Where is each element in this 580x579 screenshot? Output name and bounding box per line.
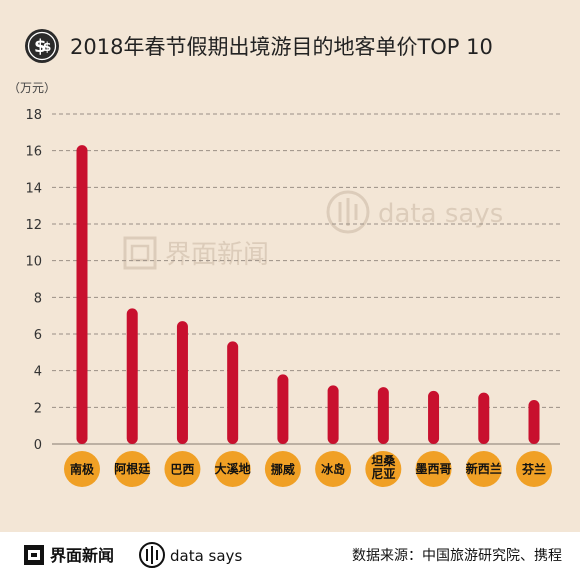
grid-lines [52, 113, 560, 445]
footer-brand-text: 界面新闻 [50, 546, 114, 565]
y-tick-label: 18 [25, 108, 42, 123]
footer: 界面新闻 data says 数据来源：中国旅游研究院、携程 [24, 542, 562, 568]
category-label-badge [365, 451, 402, 487]
category-label: 巴西 [170, 463, 194, 477]
svg-text:$: $ [34, 36, 47, 57]
watermark-brand-logo-icon [123, 236, 157, 270]
y-tick-label: 14 [25, 181, 42, 196]
y-axis-unit-label: （万元） [8, 81, 56, 95]
watermark: 界面新闻 data says [123, 190, 503, 270]
y-tick-label: 10 [25, 255, 42, 270]
svg-text:$: $ [43, 40, 51, 54]
category-labels: 南极 阿根廷 巴西 大溪地 挪威 冰岛 坦桑尼亚 墨西哥 新西兰 芬兰 [64, 451, 552, 487]
bar [528, 400, 540, 444]
category-label-badge [214, 451, 251, 487]
bar [126, 308, 138, 444]
y-tick-label: 16 [25, 145, 42, 160]
category-label: 大溪地 [215, 461, 251, 476]
jiemian-logo-icon [24, 545, 44, 565]
category-label-badge [465, 451, 502, 487]
title-group: $ $ 2018年春节假期出境游目的地客单价TOP 10 [25, 29, 493, 63]
bar [227, 341, 239, 444]
watermark-datasays-logo-icon [326, 190, 370, 234]
category-label: 南极 [70, 462, 95, 477]
category-label: 芬兰 [521, 462, 546, 477]
category-label: 墨西哥 [416, 462, 452, 476]
category-label: 新西兰 [466, 461, 502, 476]
y-tick-label: 12 [25, 218, 42, 233]
y-tick-label: 0 [34, 438, 42, 453]
bars [76, 145, 540, 444]
category-label-badge [164, 451, 201, 487]
bar [327, 385, 339, 444]
bar [377, 387, 389, 444]
footer-background [0, 532, 580, 579]
y-tick-label: 4 [34, 365, 42, 380]
bar [428, 390, 440, 444]
bar [277, 374, 289, 444]
category-label: 冰岛 [321, 462, 345, 477]
category-label-badge [264, 451, 301, 487]
category-label-badge [415, 451, 452, 487]
y-axis-ticks: 0 2 4 6 8 10 12 14 16 18 [25, 108, 42, 453]
category-label: 阿根廷 [114, 461, 151, 476]
bar [176, 321, 188, 444]
category-label: 挪威 [271, 462, 295, 477]
footer-source-text: 数据来源：中国旅游研究院、携程 [352, 548, 562, 564]
category-label-badge [114, 451, 151, 487]
category-label-badge [315, 451, 352, 487]
y-tick-label: 2 [34, 401, 42, 416]
datasays-logo-icon [139, 542, 165, 568]
watermark-brand-text: 界面新闻 [165, 240, 269, 270]
category-label: 坦桑尼亚 [371, 454, 396, 481]
chart-title: 2018年春节假期出境游目的地客单价TOP 10 [70, 35, 493, 59]
category-label-badge [64, 451, 100, 487]
bar [478, 392, 490, 444]
y-tick-label: 6 [34, 328, 42, 343]
y-tick-label: 8 [34, 291, 42, 306]
bar [76, 145, 88, 444]
footer-datasays-text: data says [170, 547, 242, 565]
category-label-badge [516, 451, 552, 487]
dollar-coin-icon: $ $ [25, 29, 59, 63]
